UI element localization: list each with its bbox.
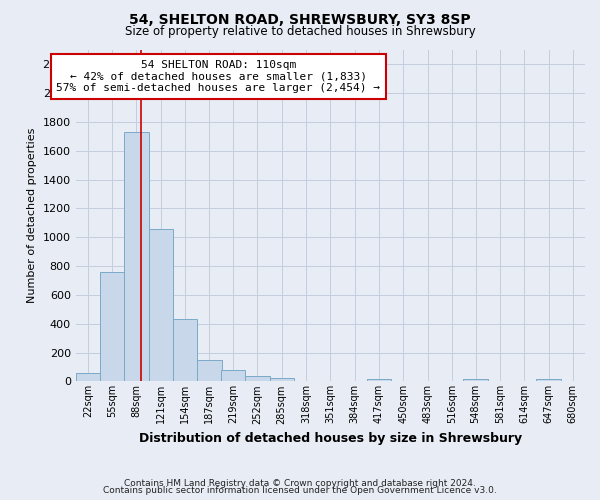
Bar <box>536 379 560 382</box>
Y-axis label: Number of detached properties: Number of detached properties <box>27 128 37 304</box>
Bar <box>367 378 391 382</box>
Bar <box>245 376 269 382</box>
Bar <box>100 272 124 382</box>
Bar <box>221 370 245 382</box>
Text: 54 SHELTON ROAD: 110sqm
← 42% of detached houses are smaller (1,833)
57% of semi: 54 SHELTON ROAD: 110sqm ← 42% of detache… <box>56 60 380 93</box>
Bar <box>124 132 149 382</box>
Bar <box>173 320 197 382</box>
Bar <box>197 360 221 382</box>
X-axis label: Distribution of detached houses by size in Shrewsbury: Distribution of detached houses by size … <box>139 432 522 445</box>
Text: Size of property relative to detached houses in Shrewsbury: Size of property relative to detached ho… <box>125 25 475 38</box>
Text: 54, SHELTON ROAD, SHREWSBURY, SY3 8SP: 54, SHELTON ROAD, SHREWSBURY, SY3 8SP <box>129 12 471 26</box>
Bar <box>463 379 488 382</box>
Text: Contains HM Land Registry data © Crown copyright and database right 2024.: Contains HM Land Registry data © Crown c… <box>124 478 476 488</box>
Bar <box>149 228 173 382</box>
Bar <box>76 374 100 382</box>
Bar <box>269 378 294 382</box>
Text: Contains public sector information licensed under the Open Government Licence v3: Contains public sector information licen… <box>103 486 497 495</box>
